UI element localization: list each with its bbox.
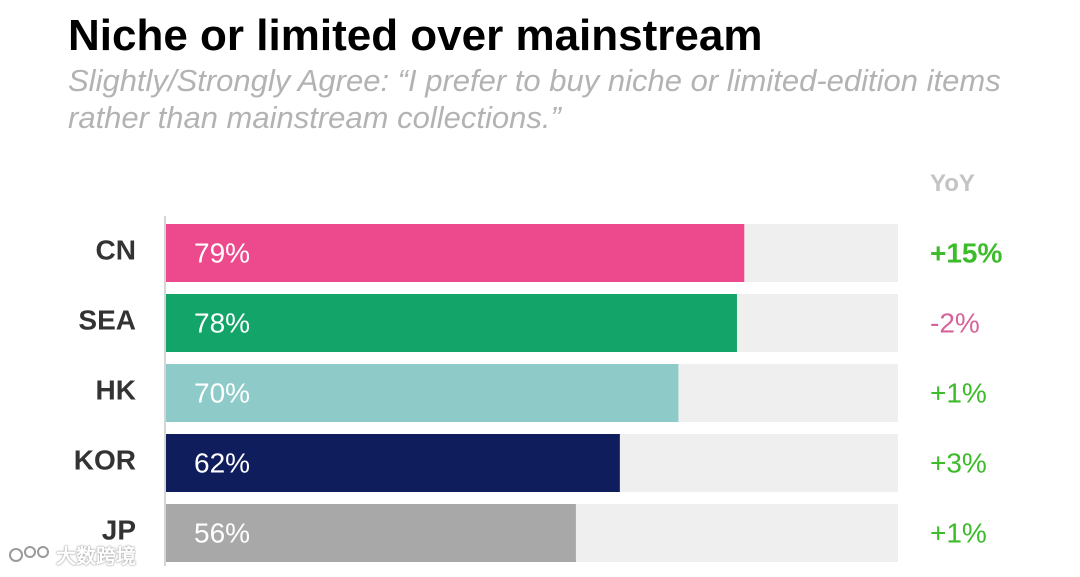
category-label-sea: SEA (78, 305, 136, 336)
chart-subtitle: Slightly/Strongly Agree: “I prefer to bu… (68, 63, 1001, 135)
watermark: 大数跨境 (8, 540, 136, 569)
category-label-jp: JP (102, 515, 136, 546)
bar-kor (166, 434, 620, 492)
value-label-kor: 62% (194, 448, 250, 479)
bar-hk (166, 364, 679, 422)
category-label-kor: KOR (74, 445, 136, 476)
bar-cn (166, 224, 745, 282)
value-label-hk: 70% (194, 378, 250, 409)
yoy-value-kor: +3% (930, 448, 987, 479)
watermark-text: 大数跨境 (56, 546, 136, 568)
category-label-cn: CN (96, 235, 136, 266)
chart-title: Niche or limited over mainstream (68, 11, 763, 60)
bar-jp (166, 504, 576, 562)
logo-icon (9, 545, 49, 562)
yoy-header: YoY (930, 170, 975, 197)
yoy-value-sea: -2% (930, 308, 980, 339)
category-label-hk: HK (96, 375, 136, 406)
bar-sea (166, 294, 737, 352)
value-label-sea: 78% (194, 308, 250, 339)
yoy-value-jp: +1% (930, 518, 987, 549)
yoy-value-cn: +15% (930, 238, 1002, 269)
value-label-cn: 79% (194, 238, 250, 269)
value-label-jp: 56% (194, 518, 250, 549)
yoy-value-hk: +1% (930, 378, 987, 409)
